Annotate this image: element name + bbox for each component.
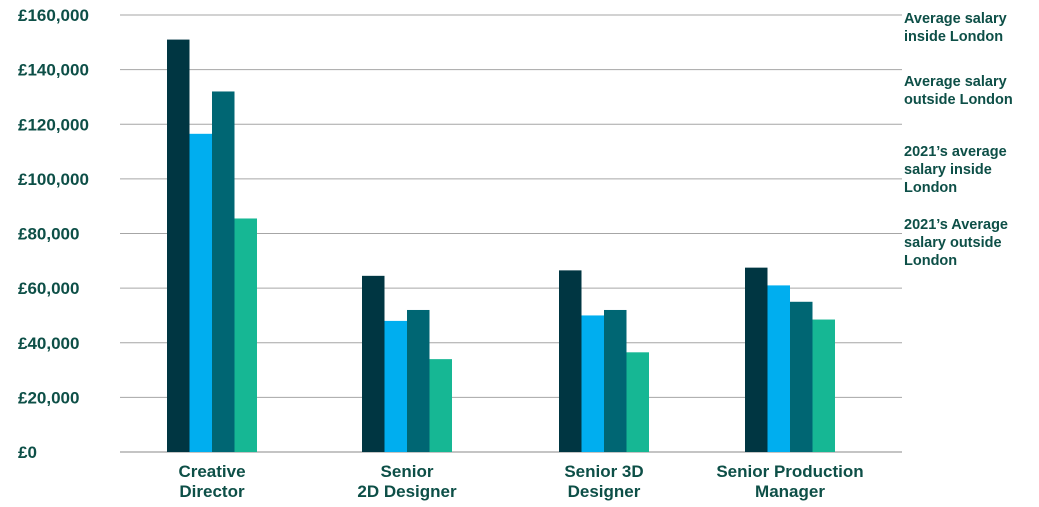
bar-2-3	[581, 315, 604, 452]
bar-1-2	[362, 275, 385, 452]
bar-4-1	[234, 218, 257, 452]
y-tick-label: £140,000	[18, 61, 89, 80]
legend-entry: Average salary inside London	[904, 10, 1039, 46]
y-tick-label: £40,000	[18, 334, 79, 353]
x-tick-label: Senior 3D Designer	[564, 462, 643, 501]
y-tick-label: £0	[18, 443, 37, 462]
y-axis-labels: £0 £20,000 £40,000 £60,000 £80,000 £100,000 £1…	[18, 6, 89, 462]
bar-1-3	[559, 270, 582, 452]
legend-entry-line: Average salary	[904, 74, 1007, 90]
y-tick-label: £100,000	[18, 170, 89, 189]
legend-entry: Average salary outside London	[904, 73, 1039, 109]
legend-entry-line: 2021’s Average	[904, 217, 1008, 233]
legend-entry: 2021’s average salary inside London	[904, 143, 1039, 197]
legend-entry-line: 2021’s average	[904, 144, 1007, 160]
bar-2-4	[767, 285, 790, 452]
legend-entry-line: salary outside	[904, 235, 1002, 251]
bars	[167, 39, 835, 453]
bar-4-3	[626, 352, 649, 452]
bar-4-2	[429, 359, 452, 452]
x-tick-label: Senior 2D Designer	[357, 462, 457, 501]
legend-entry-line: London	[904, 253, 958, 269]
legend-entry: 2021’s Average salary outside London	[904, 216, 1039, 270]
bar-1-1	[167, 39, 190, 453]
bar-3-3	[604, 309, 627, 452]
bar-3-4	[790, 301, 813, 452]
bar-2-2	[384, 320, 407, 452]
y-tick-label: £20,000	[18, 388, 79, 407]
y-tick-label: £60,000	[18, 279, 79, 298]
bar-2-1	[189, 133, 212, 452]
x-tick-label: Senior Production Manager	[716, 462, 863, 501]
bar-1-4	[745, 267, 768, 452]
legend-entry-line: inside London	[904, 29, 1004, 45]
legend-entry-line: Average salary	[904, 11, 1007, 27]
x-tick-label: Creative Director	[178, 462, 245, 501]
x-axis-labels: Creative Director Senior 2D Designer Senior …	[178, 462, 863, 501]
bar-3-1	[212, 91, 235, 452]
legend-entry-line: salary inside	[904, 162, 992, 178]
bar-3-2	[407, 309, 430, 452]
y-tick-label: £120,000	[18, 115, 89, 134]
y-tick-label: £80,000	[18, 225, 79, 244]
bar-4-4	[812, 319, 835, 452]
y-tick-label: £160,000	[18, 6, 89, 25]
legend-entry-line: outside London	[904, 92, 1013, 108]
legend-entry-line: London	[904, 180, 958, 196]
